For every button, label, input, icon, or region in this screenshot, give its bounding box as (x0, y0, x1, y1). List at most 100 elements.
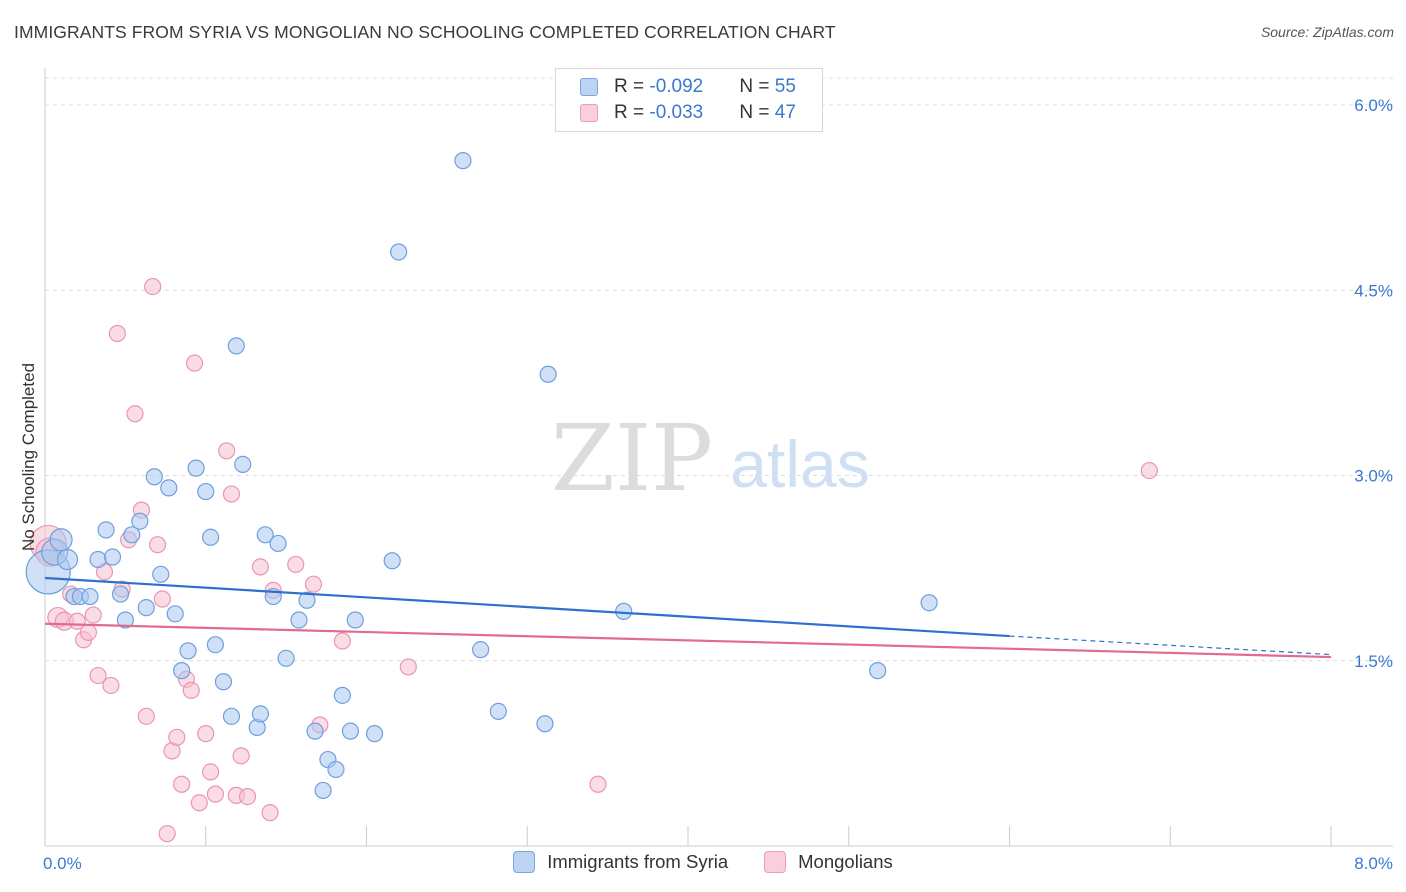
legend-swatch-mongolians (580, 104, 598, 122)
legend-r-label: R = (614, 76, 650, 97)
y-axis-label: No Schooling Completed (19, 363, 38, 551)
mongolian-point (589, 775, 607, 793)
x-tick-label: 8.0% (1354, 854, 1393, 873)
mongolian-point (222, 485, 241, 503)
legend-row-mongolians: R = -0.033 N = 47 (580, 101, 796, 125)
mongolian-point (144, 277, 162, 296)
syria-point (187, 459, 205, 477)
legend-n-value: 47 (774, 102, 796, 123)
y-tick-label: 4.5% (1354, 281, 1393, 300)
syria-point (341, 722, 360, 740)
mongolian-point (84, 606, 102, 624)
legend-n-value: 55 (774, 76, 796, 97)
syria-point (111, 585, 130, 603)
syria-point (269, 534, 287, 553)
mongolian-point (148, 536, 167, 554)
syria-point (251, 705, 270, 723)
mongolian-point (251, 558, 270, 576)
series-swatch-syria (513, 851, 536, 873)
mongolian-point (168, 728, 186, 746)
syria-point (222, 707, 241, 725)
syria-point (179, 642, 197, 660)
syria-point (160, 479, 178, 497)
mongolian-point (126, 405, 144, 423)
chart-title: IMMIGRANTS FROM SYRIA VS MONGOLIAN NO SC… (14, 22, 836, 42)
syria-point (298, 591, 316, 609)
syria-point (306, 722, 324, 740)
mongolian-point (197, 725, 215, 743)
mongolian-point (238, 788, 257, 806)
mongolian-point (304, 575, 323, 593)
axes-layer (44, 68, 1393, 847)
syria-point (346, 611, 364, 629)
mongolian-point (182, 681, 200, 700)
y-tick-label: 3.0% (1354, 467, 1393, 486)
syria-point (227, 337, 245, 355)
syria-point (81, 587, 99, 606)
syria-point (365, 725, 384, 743)
watermark-zip: ZIP (551, 405, 713, 512)
mongolian-point (79, 623, 98, 641)
mongolian-point (261, 804, 279, 822)
series-label-mongolians: Mongolians (798, 851, 893, 872)
syria-point (206, 636, 224, 654)
points-layer (25, 152, 1158, 843)
syria-point (539, 365, 557, 383)
x-tick-label: 0.0% (43, 854, 82, 873)
y-tick-label: 6.0% (1354, 96, 1393, 115)
syria-point (454, 152, 472, 170)
legend-r-value: -0.033 (649, 102, 704, 123)
syria-point (327, 760, 345, 779)
syria-point (314, 781, 332, 800)
syria-point (869, 662, 887, 680)
source-credit: Source: ZipAtlas.com (1260, 24, 1394, 40)
syria-point (173, 662, 191, 680)
mongolian-point (89, 666, 107, 685)
syria-point (472, 641, 490, 659)
tick-labels: 1.5% 3.0% 4.5% 6.0% 0.0% 8.0% (43, 96, 1393, 873)
legend-row-syria: R = -0.092 N = 55 (580, 75, 796, 99)
mongolian-point (399, 658, 417, 676)
mongolian-point (1140, 461, 1158, 480)
syria-point (145, 468, 163, 486)
syria-point (615, 602, 633, 620)
legend-n-label: N = (739, 76, 775, 97)
legend-swatch-syria (580, 78, 598, 96)
legend-r-label: R = (614, 102, 650, 123)
syria-point (234, 455, 252, 474)
syria-point (103, 548, 122, 566)
series-swatch-mongolians (764, 851, 787, 873)
mongolian-point (232, 747, 250, 765)
mongolian-point (137, 707, 155, 725)
series-legend-mongolians: Mongolians (764, 851, 893, 873)
watermark-atlas: atlas (730, 427, 869, 501)
mongolian-point (201, 763, 220, 781)
syria-point (489, 702, 507, 720)
syria-point (166, 605, 184, 623)
mongolian-point (173, 775, 191, 793)
mongolian-point (218, 442, 236, 460)
syria-point (214, 673, 233, 691)
syria-point (197, 482, 215, 501)
mongolian-trendline (44, 622, 1332, 659)
syria-point (116, 611, 134, 629)
syria-point (536, 715, 554, 733)
legend-n-label: N = (739, 102, 775, 123)
mongolian-point (108, 324, 126, 343)
mongolian-point (206, 785, 224, 803)
syria-point (89, 550, 107, 569)
syria-point (390, 243, 408, 261)
syria-point (920, 594, 938, 612)
syria-point (131, 512, 149, 530)
series-legend-syria: Immigrants from Syria (513, 851, 728, 873)
syria-point (49, 528, 73, 552)
syria-trendline (44, 576, 1010, 638)
correlation-legend: R = -0.092 N = 55 R = -0.033 N = 47 (555, 68, 823, 132)
trend-layer (44, 576, 1332, 659)
syria-point (333, 686, 351, 704)
y-tick-label: 1.5% (1354, 652, 1393, 671)
mongolian-point (185, 354, 204, 372)
syria-point (123, 526, 141, 544)
syria-point (277, 649, 295, 667)
